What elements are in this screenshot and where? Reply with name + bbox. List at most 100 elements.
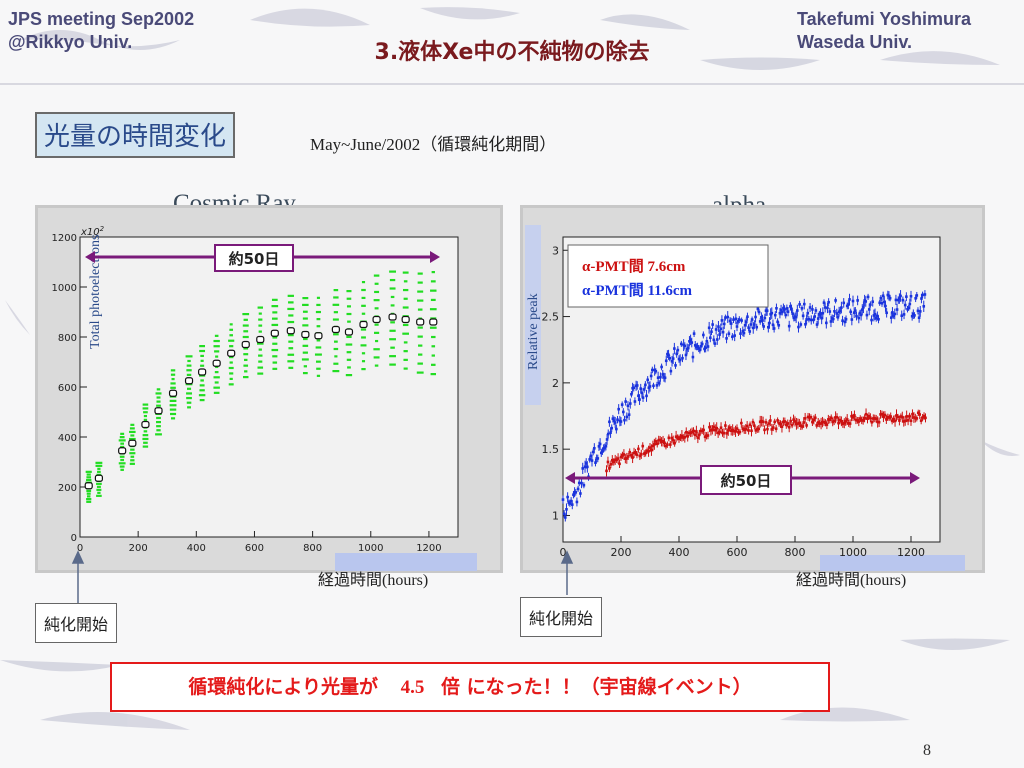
right-blue-point (562, 512, 566, 516)
right-blue-point (615, 427, 618, 431)
right-blue-point (851, 299, 855, 303)
left-distribution-dash (374, 282, 379, 285)
left-data-point (331, 325, 340, 334)
right-blue-point (703, 347, 706, 351)
left-distribution-dash (120, 442, 125, 445)
right-red-point (790, 423, 794, 427)
right-red-point (734, 430, 737, 433)
right-red-point (890, 419, 894, 423)
right-red-point (815, 424, 819, 427)
left-distribution-dash (243, 347, 249, 350)
left-distribution-dash (402, 306, 409, 309)
right-blue-point (726, 315, 730, 319)
left-distribution-dash (302, 297, 309, 300)
right-red-point (750, 429, 753, 433)
right-red-point (634, 451, 637, 454)
right-red-point (864, 412, 868, 416)
right-blue-point (644, 383, 647, 387)
right-red-point (637, 447, 640, 451)
right-red-point (876, 420, 879, 424)
right-blue-point (646, 378, 649, 382)
left-distribution-dash (417, 362, 423, 365)
left-distribution-dash (347, 366, 351, 369)
right-blue-point (674, 364, 677, 367)
right-blue-point (727, 332, 731, 335)
left-distribution-dash (347, 320, 351, 323)
right-red-point (879, 413, 882, 416)
right-blue-point (706, 345, 710, 348)
left-distribution-dash (130, 459, 135, 462)
left-distribution-dash (430, 280, 436, 283)
right-red-point (853, 414, 856, 417)
right-blue-point (582, 483, 586, 487)
right-blue-point (657, 382, 661, 385)
left-distribution-dash (333, 296, 339, 299)
right-red-point (686, 435, 689, 438)
right-blue-point (671, 357, 675, 360)
left-xaxis-caption: 経過時間(hours) (318, 572, 429, 589)
right-red-point (783, 420, 787, 423)
left-distribution-dash (96, 494, 102, 497)
left-distribution-dash (120, 458, 125, 462)
right-blue-point (808, 306, 812, 309)
right-red-point (709, 429, 713, 432)
left-distribution-dash (431, 335, 436, 339)
left-distribution-dash (97, 470, 101, 473)
left-data-point (198, 368, 207, 376)
left-distribution-dash (288, 366, 294, 369)
right-red-point (845, 418, 849, 421)
right-red-point (606, 460, 610, 464)
right-red-point (918, 413, 921, 416)
right-blue-point (881, 294, 885, 298)
left-distribution-dash (258, 330, 262, 333)
right-blue-point (744, 320, 748, 324)
right-blue-point (729, 322, 733, 325)
right-blue-point (902, 313, 906, 316)
right-blue-point (709, 336, 712, 339)
left-distribution-dash (213, 339, 220, 343)
left-distribution-dash (272, 311, 278, 314)
right-red-point (719, 426, 723, 430)
left-distribution-dash (186, 396, 192, 400)
right-blue-point (751, 326, 755, 330)
right-red-point (760, 419, 763, 423)
right-red-point (870, 420, 874, 424)
left-distribution-dash (416, 371, 424, 374)
right-red-point (838, 418, 842, 422)
right-blue-point (782, 306, 785, 310)
left-xtick-label: 400 (187, 543, 206, 554)
left-distribution-dash (119, 465, 125, 468)
right-red-point (780, 425, 784, 429)
right-red-point (690, 430, 694, 434)
right-red-point (827, 418, 830, 421)
right-blue-point (715, 338, 719, 341)
right-xtick-label: 0 (560, 546, 567, 559)
left-distribution-dash (214, 381, 219, 384)
right-blue-point (661, 373, 665, 376)
right-blue-point (689, 338, 692, 342)
right-blue-point (797, 325, 800, 329)
left-distribution-dash (346, 312, 352, 316)
left-distribution-dash (374, 364, 379, 367)
right-blue-point (637, 394, 640, 398)
right-blue-point (874, 316, 878, 320)
left-distribution-dash (431, 363, 436, 366)
right-blue-point (648, 385, 652, 388)
left-distribution-dash (403, 297, 408, 300)
left-data-point (401, 315, 410, 324)
right-hours-tab (820, 555, 965, 571)
right-red-point (655, 442, 659, 446)
right-red-point (840, 419, 843, 423)
right-red-point (901, 415, 904, 419)
left-distribution-dash (97, 467, 101, 470)
right-red-point (731, 428, 734, 432)
right-red-point (922, 414, 926, 418)
left-ytick-label: 1200 (52, 233, 77, 244)
right-blue-point (576, 487, 580, 491)
right-span-box (700, 465, 792, 495)
right-red-point (758, 420, 762, 424)
left-distribution-dash (257, 342, 264, 345)
left-distribution-dash (302, 303, 309, 307)
right-blue-point (659, 375, 662, 379)
left-distribution-dash (333, 362, 339, 365)
